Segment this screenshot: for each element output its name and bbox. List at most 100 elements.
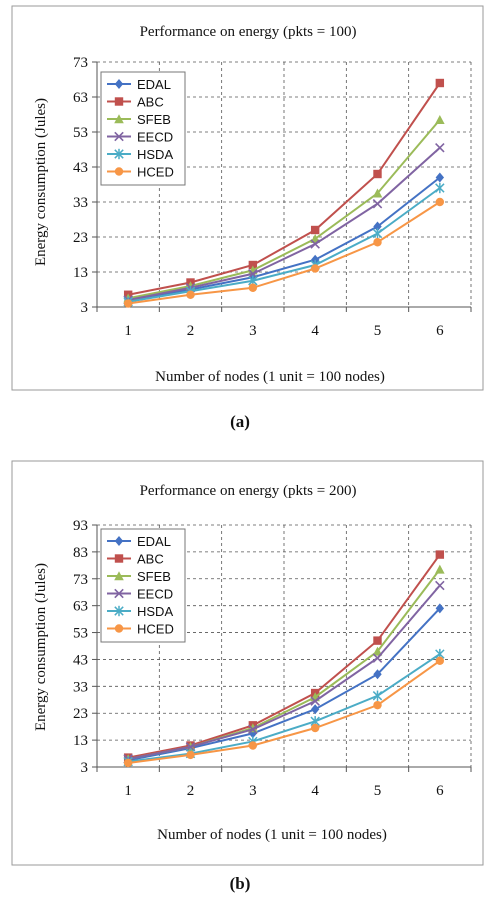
data-point: [373, 669, 382, 680]
series-line: [128, 187, 441, 303]
legend-label: EDAL: [137, 534, 171, 549]
data-point: [310, 696, 320, 706]
legend-label: SFEB: [137, 569, 171, 584]
panel-b-xlabel: Number of nodes (1 unit = 100 nodes): [157, 827, 387, 843]
panel-b-title: Performance on energy (pkts = 200): [140, 483, 357, 499]
panel-a-title: Performance on energy (pkts = 100): [140, 24, 357, 40]
legend-label: HSDA: [137, 604, 173, 619]
legend-label: EECD: [137, 130, 173, 145]
legend-swatch-marker: [114, 167, 124, 176]
y-tick-label: 63: [73, 599, 88, 615]
legend-swatch-marker: [114, 624, 124, 633]
data-point: [435, 564, 445, 574]
series-line: [128, 176, 441, 301]
y-tick-label: 13: [73, 733, 88, 749]
data-point: [435, 550, 445, 559]
panel-b-caption: (b): [230, 874, 251, 893]
legend-label: ABC: [137, 95, 164, 110]
legend-swatch-marker: [114, 131, 124, 142]
data-point: [372, 188, 383, 198]
panel-a-caption: (a): [230, 412, 250, 431]
data-point: [435, 182, 445, 194]
panel-b: Performance on energy (pkts = 200) Numbe…: [11, 460, 484, 866]
y-tick-label: 53: [73, 626, 88, 642]
data-point: [372, 690, 383, 701]
y-tick-label: 73: [73, 572, 88, 588]
y-tick-label: 63: [73, 90, 88, 106]
y-tick-label: 73: [73, 55, 88, 71]
x-tick-label: 1: [124, 783, 132, 799]
x-tick-label: 2: [187, 783, 195, 799]
series-line: [128, 659, 441, 764]
panel-a-frame: [11, 5, 484, 391]
legend-label: EDAL: [137, 77, 171, 92]
y-tick-label: 33: [73, 195, 88, 211]
legend-swatch-marker: [114, 571, 124, 581]
data-point: [435, 142, 445, 153]
legend-label: SFEB: [137, 112, 171, 127]
data-point: [248, 741, 258, 750]
data-point: [248, 268, 258, 279]
series-line: [128, 653, 441, 763]
panel-a-ylabel: Energy consumption (Jules): [33, 98, 49, 266]
data-point: [123, 299, 133, 308]
data-point: [372, 228, 383, 239]
y-tick-label: 43: [73, 652, 88, 668]
data-point: [185, 742, 196, 752]
legend-box: [100, 71, 186, 186]
legend-swatch-marker: [114, 97, 124, 106]
legend-swatch-marker: [114, 605, 124, 617]
legend: EDAL ABC SFEB EECD HSDA HCED: [100, 528, 186, 643]
x-tick-label: 5: [374, 783, 382, 799]
x-tick-label: 4: [311, 323, 319, 339]
legend-label: HCED: [137, 622, 174, 637]
data-point: [186, 290, 195, 299]
y-tick-label: 43: [73, 160, 88, 176]
data-point: [373, 169, 382, 179]
series-line: [127, 119, 441, 300]
panel-a-xlabel: Number of nodes (1 unit = 100 nodes): [155, 369, 385, 385]
legend: EDAL ABC SFEB EECD HSDA HCED: [100, 71, 186, 186]
x-tick-label: 1: [124, 323, 132, 339]
legend-swatch-marker: [114, 588, 124, 599]
y-tick-label: 53: [73, 125, 88, 141]
y-tick-label: 23: [73, 706, 88, 722]
panel-b-frame: [11, 460, 484, 866]
data-point: [435, 580, 445, 591]
y-tick-label: 23: [73, 230, 88, 246]
x-tick-label: 4: [311, 783, 319, 799]
data-point: [248, 724, 258, 735]
data-point: [310, 239, 320, 249]
legend-swatch-marker: [114, 79, 124, 89]
legend-label: EECD: [137, 587, 173, 602]
legend-swatch-marker: [114, 148, 124, 160]
data-point: [435, 114, 445, 124]
data-point: [186, 750, 195, 760]
panel-a: Performance on energy (pkts = 100) Numbe…: [11, 5, 484, 391]
data-point: [435, 603, 445, 614]
data-point: [248, 260, 258, 270]
legend-label: ABC: [137, 552, 164, 567]
y-tick-label: 13: [73, 265, 88, 281]
series-hced: [123, 197, 445, 308]
y-tick-label: 3: [81, 300, 89, 316]
x-tick-label: 3: [249, 323, 257, 339]
x-tick-label: 2: [187, 323, 195, 339]
data-point: [435, 197, 445, 207]
data-point: [435, 78, 445, 88]
series-line: [127, 553, 441, 759]
y-tick-label: 93: [73, 518, 88, 534]
series-line: [127, 607, 441, 762]
data-point: [310, 264, 320, 273]
data-point: [310, 225, 320, 235]
data-point: [373, 221, 382, 232]
series-line: [128, 201, 441, 305]
data-point: [373, 700, 382, 710]
data-point: [372, 653, 383, 663]
series-hced: [123, 656, 445, 768]
legend-label: HSDA: [137, 147, 173, 162]
x-tick-label: 3: [249, 783, 257, 799]
